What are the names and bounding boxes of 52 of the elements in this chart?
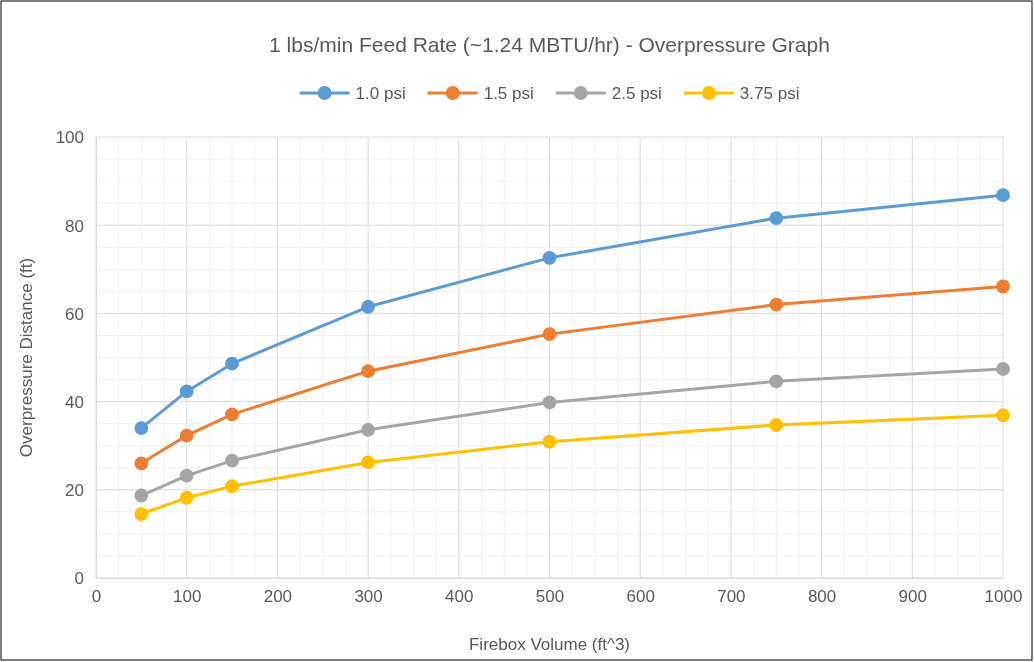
point	[134, 421, 149, 435]
x-tick-label: 800	[807, 587, 837, 607]
point	[769, 297, 784, 312]
point	[179, 490, 194, 505]
x-tick-label: 100	[173, 587, 202, 607]
point	[542, 395, 557, 410]
point	[179, 428, 194, 443]
point	[996, 408, 1010, 423]
point	[361, 299, 376, 314]
y-tick-label: 80	[65, 216, 84, 236]
y-tick-label: 40	[65, 393, 84, 413]
point	[542, 434, 557, 449]
point	[769, 211, 784, 226]
point	[134, 507, 149, 521]
y-tick-label: 0	[74, 569, 84, 589]
legend-label: 3.75 psi	[739, 83, 800, 103]
legend-label: 1.0 psi	[355, 83, 406, 103]
point	[361, 455, 376, 470]
x-tick-label: 1000	[984, 587, 1023, 607]
x-tick-label: 0	[91, 587, 102, 607]
x-tick-label: 200	[263, 587, 293, 607]
x-tick-label: 700	[717, 587, 746, 607]
point	[769, 418, 784, 432]
point	[225, 479, 239, 494]
point	[769, 374, 784, 389]
chart-title: 1 lbs/min Feed Rate (~1.24 MBTU/hr) - Overpressure Graph	[269, 33, 830, 56]
point	[179, 384, 194, 399]
point	[361, 364, 376, 379]
legend-label: 2.5 psi	[611, 83, 662, 103]
x-tick-label: 300	[354, 587, 383, 607]
point	[225, 453, 239, 468]
point	[134, 488, 149, 503]
point	[542, 250, 557, 265]
point	[996, 362, 1010, 376]
point	[179, 468, 194, 483]
point	[225, 356, 239, 371]
point	[361, 422, 376, 437]
y-tick-label: 20	[65, 481, 84, 501]
y-tick-label: 60	[65, 304, 84, 324]
x-tick-label: 400	[445, 587, 474, 607]
legend-label: 1.5 psi	[483, 83, 534, 103]
point	[542, 327, 557, 342]
x-tick-label: 600	[626, 587, 655, 607]
x-tick-label: 900	[898, 587, 927, 607]
point	[225, 407, 239, 422]
x-axis-title: Firebox Volume (ft^3)	[468, 635, 631, 654]
point	[996, 188, 1010, 203]
y-tick-label: 100	[55, 128, 84, 148]
y-axis-title: Overpressure Distance (ft)	[17, 257, 36, 458]
point	[996, 279, 1010, 294]
point	[134, 456, 149, 471]
x-tick-label: 500	[535, 587, 565, 607]
